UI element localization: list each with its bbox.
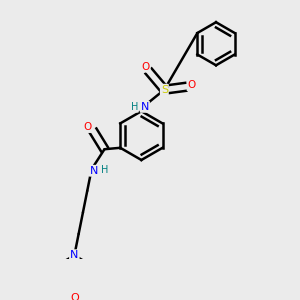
Text: O: O xyxy=(188,80,196,90)
Text: O: O xyxy=(70,293,79,300)
Text: N: N xyxy=(141,102,149,112)
Text: O: O xyxy=(84,122,92,132)
Text: O: O xyxy=(142,62,150,72)
Text: H: H xyxy=(130,102,138,112)
Text: S: S xyxy=(161,85,168,95)
Text: N: N xyxy=(70,250,79,260)
Text: N: N xyxy=(90,166,98,176)
Text: H: H xyxy=(101,165,108,175)
Text: N: N xyxy=(70,250,79,260)
